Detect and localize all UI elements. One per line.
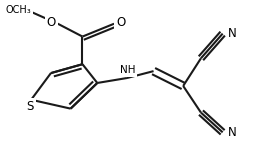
Text: O: O — [47, 16, 56, 29]
Text: S: S — [27, 100, 34, 113]
Text: OCH₃: OCH₃ — [5, 5, 31, 15]
Text: NH: NH — [120, 65, 136, 75]
Text: N: N — [228, 27, 236, 40]
Text: O: O — [116, 16, 125, 29]
Text: N: N — [228, 126, 236, 139]
